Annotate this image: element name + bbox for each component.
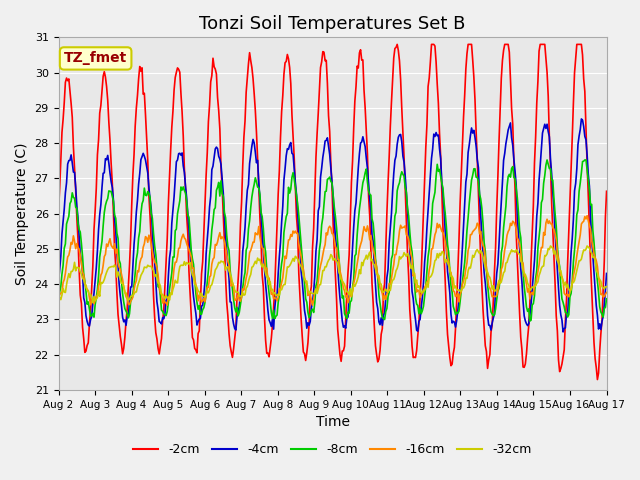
-4cm — [54, 278, 62, 284]
-2cm — [225, 331, 233, 336]
-32cm — [388, 281, 396, 287]
-4cm — [552, 249, 560, 255]
-32cm — [54, 301, 62, 307]
X-axis label: Time: Time — [316, 415, 349, 429]
Title: Tonzi Soil Temperatures Set B: Tonzi Soil Temperatures Set B — [199, 15, 466, 33]
-8cm — [554, 243, 561, 249]
-2cm — [593, 377, 601, 383]
-16cm — [583, 213, 591, 218]
-16cm — [286, 237, 294, 242]
Y-axis label: Soil Temperature (C): Soil Temperature (C) — [15, 143, 29, 285]
Line: -32cm: -32cm — [58, 246, 607, 304]
-8cm — [286, 190, 294, 196]
-8cm — [54, 300, 62, 305]
-4cm — [458, 264, 465, 270]
-4cm — [362, 144, 369, 149]
-2cm — [362, 105, 369, 111]
Legend: -2cm, -4cm, -8cm, -16cm, -32cm: -2cm, -4cm, -8cm, -16cm, -32cm — [129, 438, 537, 461]
Line: -4cm: -4cm — [58, 119, 607, 332]
Line: -2cm: -2cm — [58, 44, 607, 380]
Line: -16cm: -16cm — [58, 216, 607, 305]
-8cm — [458, 288, 465, 293]
-16cm — [459, 282, 467, 288]
-4cm — [577, 116, 585, 122]
-16cm — [308, 302, 316, 308]
-32cm — [362, 256, 369, 262]
-2cm — [286, 64, 294, 70]
-16cm — [554, 250, 561, 256]
-32cm — [554, 258, 561, 264]
-16cm — [388, 268, 396, 274]
-32cm — [547, 243, 554, 249]
-2cm — [603, 188, 611, 194]
-2cm — [388, 99, 396, 105]
-8cm — [526, 318, 534, 324]
-32cm — [225, 268, 233, 274]
-4cm — [603, 271, 611, 276]
-16cm — [225, 262, 233, 268]
-32cm — [286, 263, 294, 269]
-2cm — [459, 144, 467, 149]
-2cm — [554, 328, 561, 334]
-8cm — [362, 170, 369, 176]
-2cm — [54, 209, 62, 215]
-32cm — [458, 288, 465, 294]
-8cm — [388, 256, 396, 262]
-16cm — [362, 228, 370, 234]
-4cm — [388, 211, 396, 216]
-8cm — [581, 157, 589, 163]
-4cm — [225, 275, 233, 281]
-16cm — [603, 289, 611, 295]
-32cm — [603, 284, 611, 289]
-8cm — [225, 247, 233, 253]
-8cm — [603, 296, 611, 301]
-2cm — [394, 41, 401, 47]
Line: -8cm: -8cm — [58, 160, 607, 321]
-16cm — [54, 296, 62, 302]
-4cm — [559, 329, 567, 335]
-4cm — [286, 142, 294, 148]
Text: TZ_fmet: TZ_fmet — [64, 51, 127, 65]
